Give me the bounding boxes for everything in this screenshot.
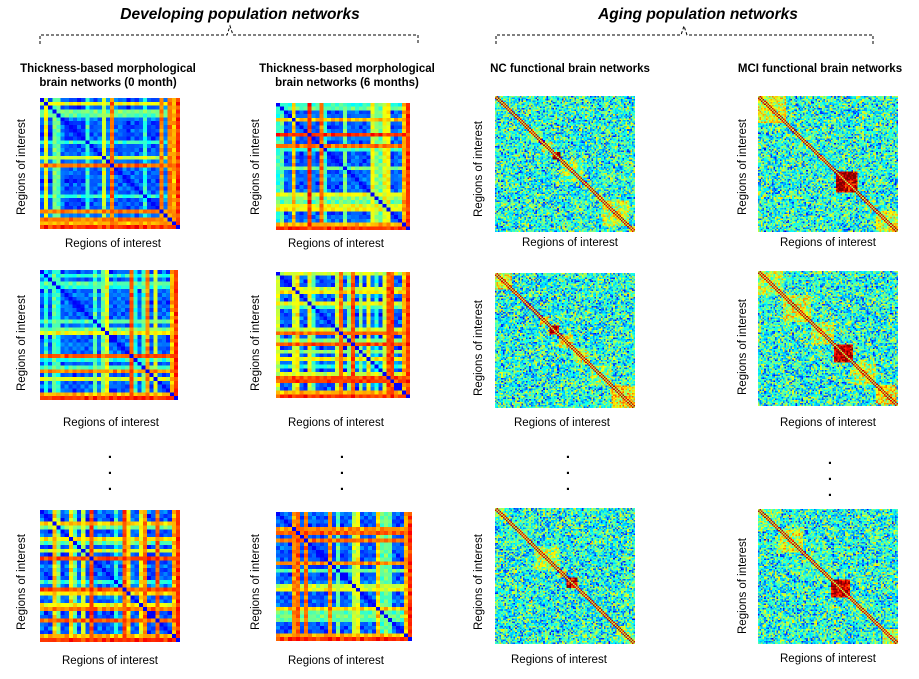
x-axis-label: Regions of interest — [63, 417, 159, 429]
y-axis-label: Regions of interest — [16, 295, 28, 391]
col1-header-line1: Thickness-based morphological — [20, 63, 196, 75]
x-axis-label: Regions of interest — [65, 238, 161, 250]
y-axis-label: Regions of interest — [737, 119, 749, 215]
col3-header: NC functional brain networks — [470, 62, 670, 76]
col4-header-line1: MCI functional brain networks — [737, 63, 903, 75]
x-axis-label: Regions of interest — [780, 417, 876, 429]
matrix-col4-row3 — [758, 509, 898, 644]
y-axis-label: Regions of interest — [473, 300, 485, 396]
x-axis-label: Regions of interest — [522, 237, 618, 249]
matrix-col3-row2 — [495, 273, 635, 408]
matrix-col4-row1 — [758, 96, 898, 232]
ellipsis-col4: . . . — [825, 452, 835, 500]
x-axis-label: Regions of interest — [62, 655, 158, 667]
x-axis-label: Regions of interest — [288, 238, 384, 250]
y-axis-label: Regions of interest — [737, 299, 749, 395]
y-axis-label: Regions of interest — [737, 538, 749, 634]
y-axis-label: Regions of interest — [473, 534, 485, 630]
matrix-col2-row2 — [276, 272, 410, 398]
developing-group-title: Developing population networks — [120, 6, 360, 23]
ellipsis-dot: . — [827, 467, 833, 484]
ellipsis-dot: . — [107, 461, 113, 478]
x-axis-label: Regions of interest — [780, 653, 876, 665]
matrix-col3-row3 — [495, 508, 635, 644]
ellipsis-dot: . — [565, 445, 571, 462]
ellipsis-col2: . . . — [337, 446, 347, 494]
matrix-col3-row1 — [495, 96, 635, 232]
x-axis-label: Regions of interest — [288, 417, 384, 429]
col3-header-line1: NC functional brain networks — [490, 63, 650, 75]
ellipsis-dot: . — [565, 477, 571, 494]
matrix-col2-row3 — [276, 512, 412, 641]
ellipsis-dot: . — [827, 451, 833, 468]
ellipsis-dot: . — [565, 461, 571, 478]
matrix-col2-row1 — [276, 103, 410, 230]
ellipsis-dot: . — [339, 461, 345, 478]
y-axis-label: Regions of interest — [16, 534, 28, 630]
aging-group-title: Aging population networks — [598, 6, 798, 23]
matrix-col4-row2 — [758, 271, 898, 406]
col1-header-line2: brain networks (0 month) — [39, 77, 177, 89]
col2-header-line1: Thickness-based morphological — [259, 63, 435, 75]
ellipsis-dot: . — [107, 445, 113, 462]
col2-header-line2: brain networks (6 months) — [275, 77, 419, 89]
col1-header: Thickness-based morphological brain netw… — [8, 62, 208, 90]
ellipsis-col1: . . . — [105, 446, 115, 494]
x-axis-label: Regions of interest — [514, 417, 610, 429]
aging-brace — [495, 24, 874, 44]
y-axis-label: Regions of interest — [250, 295, 262, 391]
ellipsis-col3: . . . — [563, 446, 573, 494]
y-axis-label: Regions of interest — [250, 534, 262, 630]
y-axis-label: Regions of interest — [473, 121, 485, 217]
matrix-col1-row2 — [40, 270, 178, 400]
ellipsis-dot: . — [339, 477, 345, 494]
ellipsis-dot: . — [827, 483, 833, 500]
col2-header: Thickness-based morphological brain netw… — [247, 62, 447, 90]
ellipsis-dot: . — [339, 445, 345, 462]
ellipsis-dot: . — [107, 477, 113, 494]
x-axis-label: Regions of interest — [780, 237, 876, 249]
x-axis-label: Regions of interest — [511, 654, 607, 666]
y-axis-label: Regions of interest — [16, 119, 28, 215]
developing-brace — [39, 24, 419, 44]
y-axis-label: Regions of interest — [250, 119, 262, 215]
col4-header: MCI functional brain networks — [720, 62, 919, 76]
x-axis-label: Regions of interest — [288, 655, 384, 667]
matrix-col1-row3 — [40, 510, 180, 642]
matrix-col1-row1 — [40, 98, 180, 229]
